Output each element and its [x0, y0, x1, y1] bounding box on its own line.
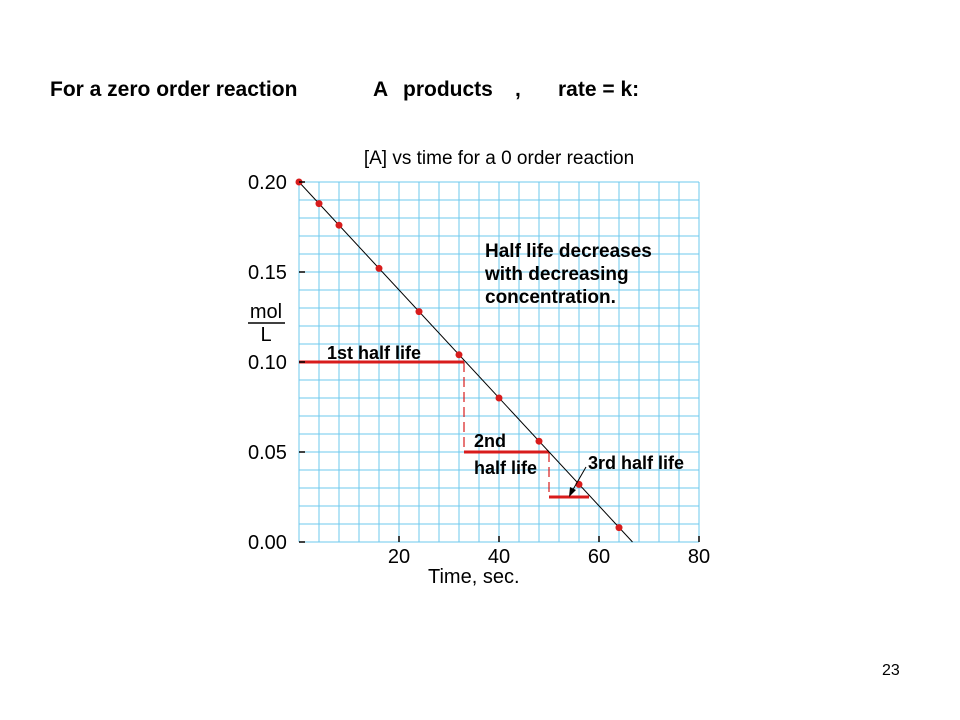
- third-half-life-arrowhead: [569, 487, 576, 497]
- x-tick-label: 80: [688, 546, 710, 568]
- heading-text-rate-law: rate = k:: [558, 78, 640, 101]
- first-half-life-label: 1st half life: [327, 343, 421, 363]
- data-point: [615, 524, 623, 532]
- page-number: 23: [882, 662, 900, 679]
- y-tick-label: 0.10: [248, 352, 287, 374]
- x-axis-label: Time, sec.: [428, 566, 520, 588]
- half-life-note-line-2: with decreasing: [484, 264, 629, 285]
- data-point: [495, 394, 503, 402]
- y-axis-label-denominator: L: [260, 324, 271, 346]
- data-point: [335, 221, 343, 229]
- data-point: [535, 437, 543, 445]
- slide-heading: For a zero order reaction A products , r…: [50, 78, 639, 222]
- half-life-note-line-1: Half life decreases: [485, 241, 652, 262]
- heading-text-products: products: [403, 78, 493, 101]
- y-tick-label: 0.05: [248, 442, 287, 464]
- half-life-markers: [299, 360, 589, 499]
- heading-text-comma: ,: [515, 78, 521, 101]
- x-tick-label: 20: [388, 546, 410, 568]
- data-point: [415, 308, 423, 316]
- x-tick-label: 60: [588, 546, 610, 568]
- chart-title: [A] vs time for a 0 order reaction: [364, 148, 634, 169]
- heading-text-zero-order: For a zero order reaction: [50, 78, 298, 101]
- data-point: [455, 351, 463, 359]
- data-point: [375, 264, 383, 272]
- third-half-life-arrow: [570, 466, 587, 494]
- heading-text-reactant: A: [373, 78, 389, 101]
- data-point: [315, 200, 323, 208]
- data-points: [295, 178, 623, 532]
- axis-ticks: 0.00 0.05 0.10 0.15 0.20 20 40 60 80: [248, 172, 710, 568]
- y-tick-label: 0.20: [248, 172, 287, 194]
- data-point: [575, 480, 583, 488]
- second-half-life-label-line-1: 2nd: [474, 431, 506, 451]
- y-tick-label: 0.00: [248, 532, 287, 554]
- second-half-life-label-line-2: half life: [474, 458, 537, 478]
- x-tick-label: 40: [488, 546, 510, 568]
- third-half-life-label: 3rd half life: [588, 453, 684, 473]
- y-tick-label: 0.15: [248, 262, 287, 284]
- y-axis-label-numerator: mol: [250, 301, 282, 323]
- half-life-note-line-3: concentration.: [485, 287, 616, 308]
